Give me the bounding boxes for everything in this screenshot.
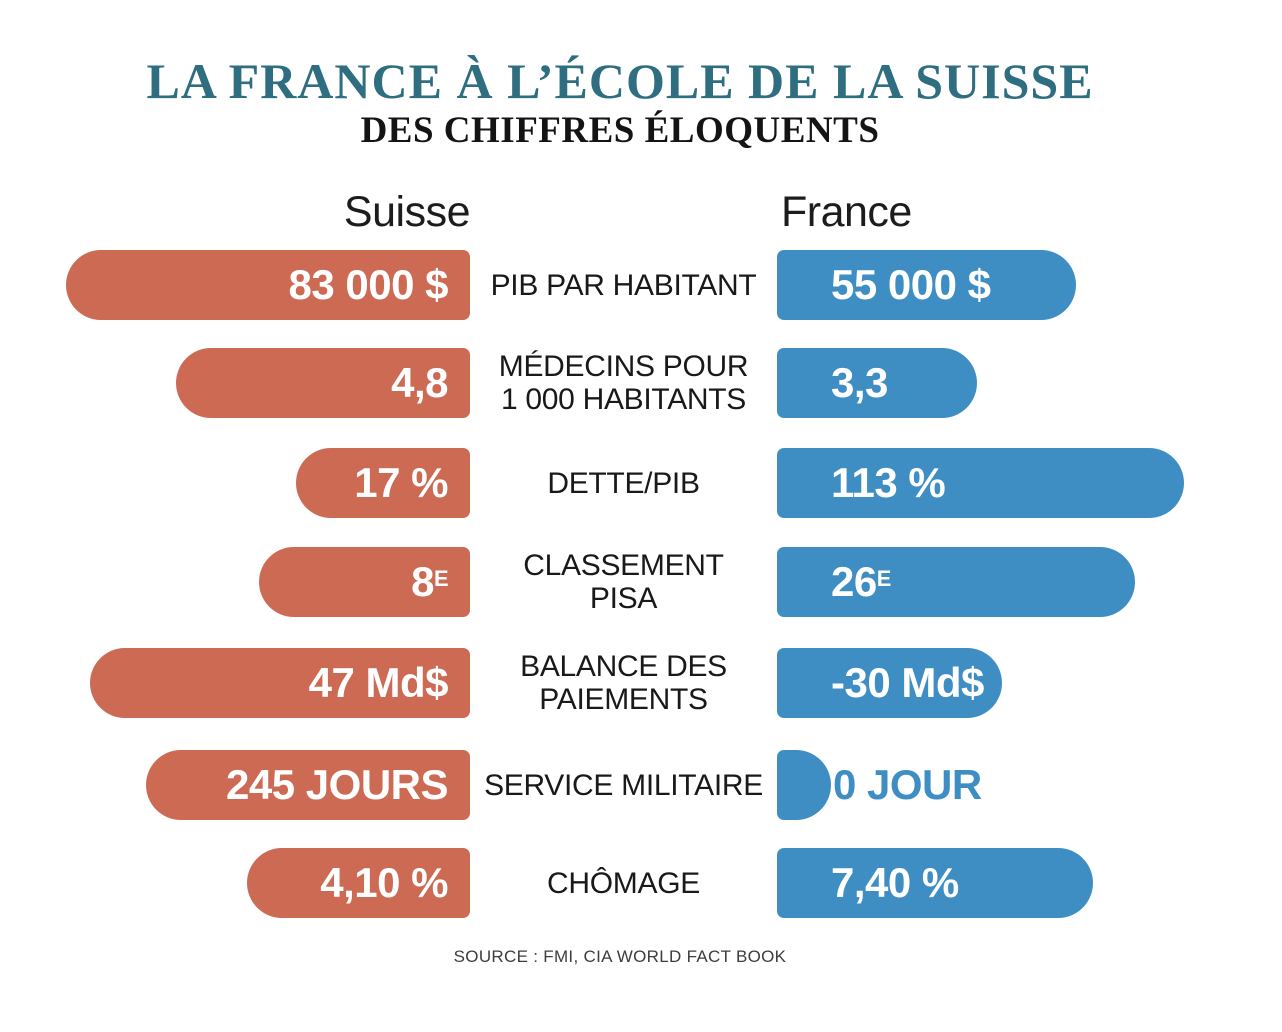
suisse-value: 47 Md$ xyxy=(308,659,449,706)
suisse-value: 83 000 $ xyxy=(288,261,449,308)
category-label: CHÔMAGE xyxy=(547,866,700,900)
france-value: 55 000 $ xyxy=(831,261,991,308)
category-label: CLASSEMENT PISA xyxy=(523,549,724,615)
suisse-bar: 4,10 % xyxy=(247,848,470,918)
france-bar: 7,40 % xyxy=(777,848,1093,918)
chart-row-medecins: 4,8 MÉDECINS POUR 1 000 HABITANTS 3,3 xyxy=(0,348,1282,418)
chart-row-balance: 47 Md$ BALANCE DES PAIEMENTS -30 Md$ xyxy=(0,648,1282,718)
france-bar: 3,3 xyxy=(777,348,977,418)
france-outside-value: 0 JOUR xyxy=(833,761,982,808)
column-header-france: France xyxy=(781,188,912,236)
category-label: DETTE/PIB xyxy=(547,466,700,500)
suisse-value: 4,8 xyxy=(391,359,448,406)
suisse-value: 8E xyxy=(411,558,448,605)
suisse-bar: 8E xyxy=(259,547,470,617)
france-value: 3,3 xyxy=(831,359,888,406)
chart-row-pib: 83 000 $ PIB PAR HABITANT 55 000 $ xyxy=(0,250,1282,320)
france-bar: 113 % xyxy=(777,448,1184,518)
france-value: -30 Md$ xyxy=(831,659,984,706)
suisse-bar: 17 % xyxy=(296,448,470,518)
france-value: 26E xyxy=(831,558,891,605)
category-label: PIB PAR HABITANT xyxy=(490,268,757,302)
category-label: BALANCE DES PAIEMENTS xyxy=(520,650,727,716)
france-bar: 26E xyxy=(777,547,1135,617)
france-bar: 55 000 $ xyxy=(777,250,1076,320)
chart-row-pisa: 8E CLASSEMENT PISA 26E xyxy=(0,547,1282,617)
category-label: MÉDECINS POUR 1 000 HABITANTS xyxy=(498,350,749,416)
france-bar: -30 Md$ xyxy=(777,648,1002,718)
france-value: 113 % xyxy=(831,459,946,506)
suisse-value: 17 % xyxy=(354,459,448,506)
suisse-value: 4,10 % xyxy=(320,859,448,906)
suisse-bar: 4,8 xyxy=(176,348,470,418)
suisse-bar: 245 JOURS xyxy=(146,750,470,820)
category-label: SERVICE MILITAIRE xyxy=(484,768,763,802)
chart-row-chomage: 4,10 % CHÔMAGE 7,40 % xyxy=(0,848,1282,918)
france-value: 7,40 % xyxy=(831,859,959,906)
column-header-suisse: Suisse xyxy=(343,188,471,236)
suisse-value: 245 JOURS xyxy=(226,761,448,808)
page-subtitle: DES CHIFFRES ÉLOQUENTS xyxy=(360,110,880,151)
suisse-bar: 47 Md$ xyxy=(90,648,470,718)
suisse-bar: 83 000 $ xyxy=(66,250,470,320)
chart-row-dette: 17 % DETTE/PIB 113 % xyxy=(0,448,1282,518)
france-bar xyxy=(777,750,831,820)
chart-row-service-militaire: 245 JOURS SERVICE MILITAIRE 0 JOUR xyxy=(0,750,1282,820)
page-title: LA FRANCE À L’ÉCOLE DE LA SUISSE xyxy=(146,53,1094,109)
source-note: SOURCE : FMI, CIA WORLD FACT BOOK xyxy=(453,947,787,966)
